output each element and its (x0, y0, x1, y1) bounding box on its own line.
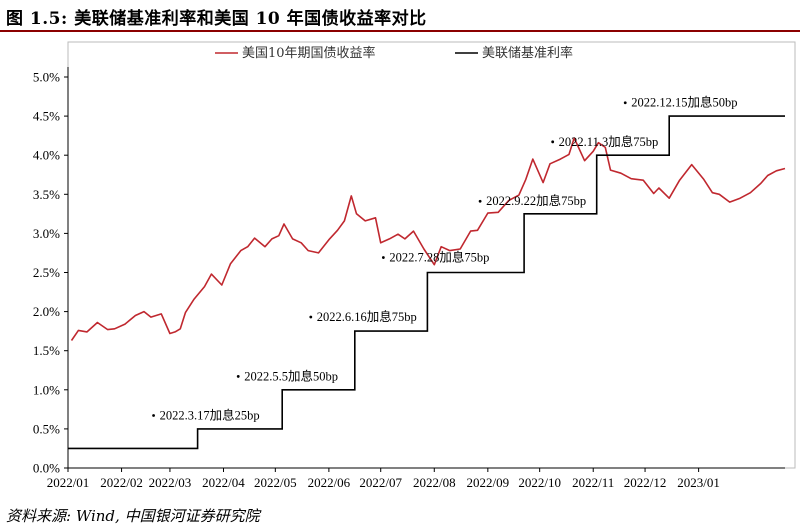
series-line-fed (68, 115, 785, 450)
y-axis: 0.0% 0.5% 1.0% 1.5% 2.0% 2.5% 3.0% 3.5% 4.0% 4.5%… (33, 70, 68, 476)
x-tick-label: 2022/01 (47, 475, 90, 490)
legend-label-yield: 美国10年期国债收益率 (242, 45, 376, 61)
x-tick-label: 2023/01 (677, 475, 720, 490)
chart-title: 图 1.5: 美联储基准利率和美国 10 年国债收益率对比 (6, 9, 427, 29)
y-tick-label: 1.5% (33, 343, 60, 358)
x-tick-label: 2022/03 (149, 475, 192, 490)
x-tick-label: 2022/08 (413, 475, 456, 490)
y-tick-label: 3.5% (33, 187, 60, 202)
annotation-dot (309, 315, 313, 319)
chart-legend: 美国10年期国债收益率 美联储基准利率 (215, 45, 573, 61)
annotation-dot (381, 256, 385, 259)
annotation-label: 2022.5.5加息50bp (244, 368, 338, 383)
x-tick-label: 2022/12 (624, 475, 667, 490)
x-tick-label: 2022/04 (202, 475, 245, 490)
annotation-dot (551, 140, 555, 144)
annotation-label: 2022.11.3加息75bp (559, 134, 659, 149)
annotation-dot (623, 101, 627, 105)
y-tick-label: 2.0% (33, 304, 60, 319)
title-divider (0, 30, 800, 32)
y-tick-label: 0.0% (33, 461, 60, 476)
annotation-dot (236, 375, 240, 378)
x-tick-label: 2022/02 (100, 475, 143, 490)
annotation-label: 2022.3.17加息25bp (160, 408, 260, 423)
annotation-layer: 2022.3.17加息25bp 2022.5.5加息50bp 2022.6.16加息… (152, 95, 738, 423)
annotation-dot (478, 199, 482, 203)
plot-frame (67, 41, 796, 469)
y-tick-label: 2.5% (33, 265, 60, 280)
x-tick-label: 2022/10 (518, 475, 561, 490)
annotation-label: 2022.6.16加息75bp (317, 309, 417, 324)
legend-label-fed: 美联储基准利率 (482, 45, 573, 61)
series-line-yield (70, 137, 786, 341)
y-tick-label: 0.5% (33, 421, 60, 436)
y-tick-label: 5.0% (33, 70, 60, 85)
annotation-label: 2022.12.15加息50bp (631, 95, 737, 110)
y-tick-label: 3.0% (33, 226, 60, 241)
y-tick-label: 4.5% (33, 109, 60, 124)
y-tick-label: 4.0% (33, 148, 60, 163)
x-tick-label: 2022/06 (308, 475, 351, 490)
x-tick-label: 2022/07 (359, 475, 402, 490)
y-tick-label: 1.0% (33, 382, 60, 397)
x-tick-label: 2022/09 (467, 475, 510, 490)
annotation-label: 2022.7.28加息75bp (389, 250, 489, 265)
x-tick-label: 2022/05 (254, 475, 297, 490)
annotation-dot (152, 414, 155, 417)
source-note: 资料来源: Wind, 中国银河证券研究院 (6, 507, 260, 525)
annotation-label: 2022.9.22加息75bp (486, 193, 586, 208)
x-axis: 2022/01 2022/02 2022/03 2022/04 2022/05 2022/… (47, 468, 720, 490)
x-tick-label: 2022/11 (572, 475, 614, 490)
series-layer (68, 115, 786, 450)
